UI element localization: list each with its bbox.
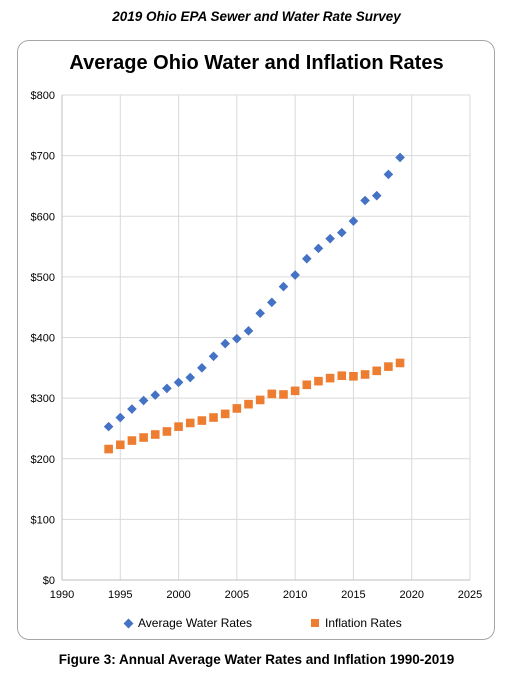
diamond-marker-icon bbox=[123, 618, 134, 628]
inflation-rate-point bbox=[115, 440, 125, 450]
inflation-rate-point bbox=[302, 380, 312, 390]
water-rate-point bbox=[162, 383, 172, 394]
water-rate-point bbox=[243, 326, 254, 336]
water-rate-point bbox=[232, 333, 242, 344]
water-rate-point bbox=[197, 363, 207, 373]
legend-label-water: Average Water Rates bbox=[138, 616, 253, 630]
water-rate-point bbox=[173, 377, 184, 388]
water-rate-point bbox=[395, 152, 405, 163]
y-tick-label: $600 bbox=[31, 211, 55, 223]
water-rate-point bbox=[208, 351, 219, 362]
y-tick-label: $800 bbox=[31, 90, 55, 102]
inflation-rate-point bbox=[360, 370, 370, 379]
inflation-rate-point bbox=[209, 413, 218, 422]
water-rate-point bbox=[336, 227, 347, 238]
water-rate-point bbox=[103, 421, 114, 432]
inflation-rate-point bbox=[104, 444, 113, 454]
inflation-rate-point bbox=[232, 404, 242, 413]
inflation-rate-point bbox=[150, 430, 160, 439]
chart-card bbox=[17, 40, 495, 640]
inflation-rate-point bbox=[325, 373, 335, 383]
water-rate-point bbox=[348, 216, 359, 226]
inflation-rate-point bbox=[337, 371, 347, 380]
y-tick-label: $300 bbox=[31, 393, 55, 405]
y-tick-label: $200 bbox=[31, 454, 55, 466]
y-tick-label: $500 bbox=[31, 272, 55, 284]
inflation-rate-point bbox=[384, 362, 393, 371]
y-tick-label: $700 bbox=[31, 151, 55, 163]
water-rate-point bbox=[383, 169, 394, 180]
water-rate-point bbox=[360, 195, 370, 206]
x-tick-label: 1995 bbox=[108, 589, 132, 601]
x-tick-label: 1990 bbox=[50, 589, 74, 601]
water-rate-point bbox=[115, 412, 126, 423]
document-header: 2019 Ohio EPA Sewer and Water Rate Surve… bbox=[112, 9, 401, 24]
inflation-rate-point bbox=[185, 418, 195, 428]
inflation-rate-point bbox=[314, 376, 323, 386]
inflation-rate-point bbox=[220, 409, 230, 419]
inflation-rate-point bbox=[279, 390, 288, 399]
inflation-rate-point bbox=[372, 366, 382, 376]
inflation-rate-point bbox=[244, 399, 253, 409]
data-points bbox=[103, 152, 405, 454]
inflation-rate-point bbox=[349, 372, 358, 381]
axes bbox=[61, 95, 470, 581]
inflation-rate-point bbox=[395, 358, 405, 368]
chart-title: Average Ohio Water and Inflation Rates bbox=[69, 52, 444, 74]
inflation-rate-point bbox=[267, 389, 277, 399]
inflation-rate-point bbox=[255, 395, 265, 405]
water-rate-point bbox=[267, 297, 277, 308]
water-rate-point bbox=[220, 338, 230, 349]
x-tick-label: 2010 bbox=[283, 589, 307, 601]
x-tick-label: 2005 bbox=[225, 589, 249, 601]
y-tick-label: $100 bbox=[31, 514, 55, 526]
water-rate-point bbox=[255, 308, 265, 319]
inflation-rate-point bbox=[162, 427, 172, 436]
legend-item-water: Average Water Rates bbox=[123, 616, 253, 630]
legend-item-inflation: Inflation Rates bbox=[311, 616, 402, 630]
water-rate-point bbox=[302, 253, 312, 264]
inflation-rate-point bbox=[174, 422, 183, 431]
water-rate-point bbox=[313, 243, 324, 254]
tick-labels: $0 $100 $200 $300 $400 $500 $600 $700 $800 1990 19… bbox=[31, 90, 483, 601]
water-rate-point bbox=[138, 395, 149, 406]
water-rate-point bbox=[185, 372, 196, 383]
water-rate-point bbox=[290, 270, 300, 280]
water-rate-point bbox=[150, 390, 161, 400]
water-rate-point bbox=[127, 404, 137, 414]
water-rate-point bbox=[325, 233, 335, 244]
water-rate-point bbox=[371, 190, 382, 201]
legend-label-inflation: Inflation Rates bbox=[325, 616, 402, 630]
y-tick-label: $400 bbox=[31, 333, 55, 345]
inflation-rate-point bbox=[197, 416, 207, 425]
x-tick-label: 2025 bbox=[458, 589, 482, 601]
square-marker-icon bbox=[311, 619, 319, 627]
water-rate-point bbox=[278, 281, 289, 292]
x-tick-label: 2020 bbox=[399, 589, 423, 601]
inflation-rate-point bbox=[127, 436, 137, 445]
figure-caption: Figure 3: Annual Average Water Rates and… bbox=[58, 652, 455, 667]
x-tick-label: 2015 bbox=[341, 589, 365, 601]
y-tick-label: $0 bbox=[43, 575, 55, 587]
gridlines bbox=[62, 94, 471, 580]
inflation-rate-point bbox=[139, 433, 148, 442]
x-tick-label: 2000 bbox=[166, 589, 190, 601]
chart-legend: Average Water Rates Inflation Rates bbox=[0, 616, 513, 636]
inflation-rate-point bbox=[290, 386, 300, 396]
